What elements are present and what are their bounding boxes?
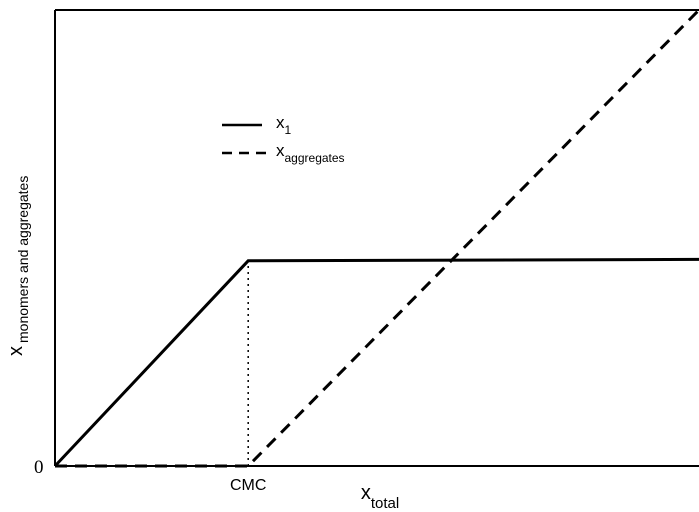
axes-frame (54, 9, 699, 467)
x-tick-label-cmc: CMC (230, 477, 266, 494)
legend-label-x1: x1 (276, 113, 292, 137)
y-axis-label: xmonomers and aggregates (5, 176, 31, 356)
y-tick-label-zero: 0 (34, 457, 44, 478)
x-axis-label: xtotal (361, 482, 399, 512)
legend-label-xaggregates: xaggregates (276, 141, 345, 165)
series-line-x1 (53, 257, 699, 468)
series-line-x-aggregates (55, 8, 699, 468)
legend: x1 xaggregates (222, 113, 345, 165)
plot-marks (53, 8, 699, 468)
